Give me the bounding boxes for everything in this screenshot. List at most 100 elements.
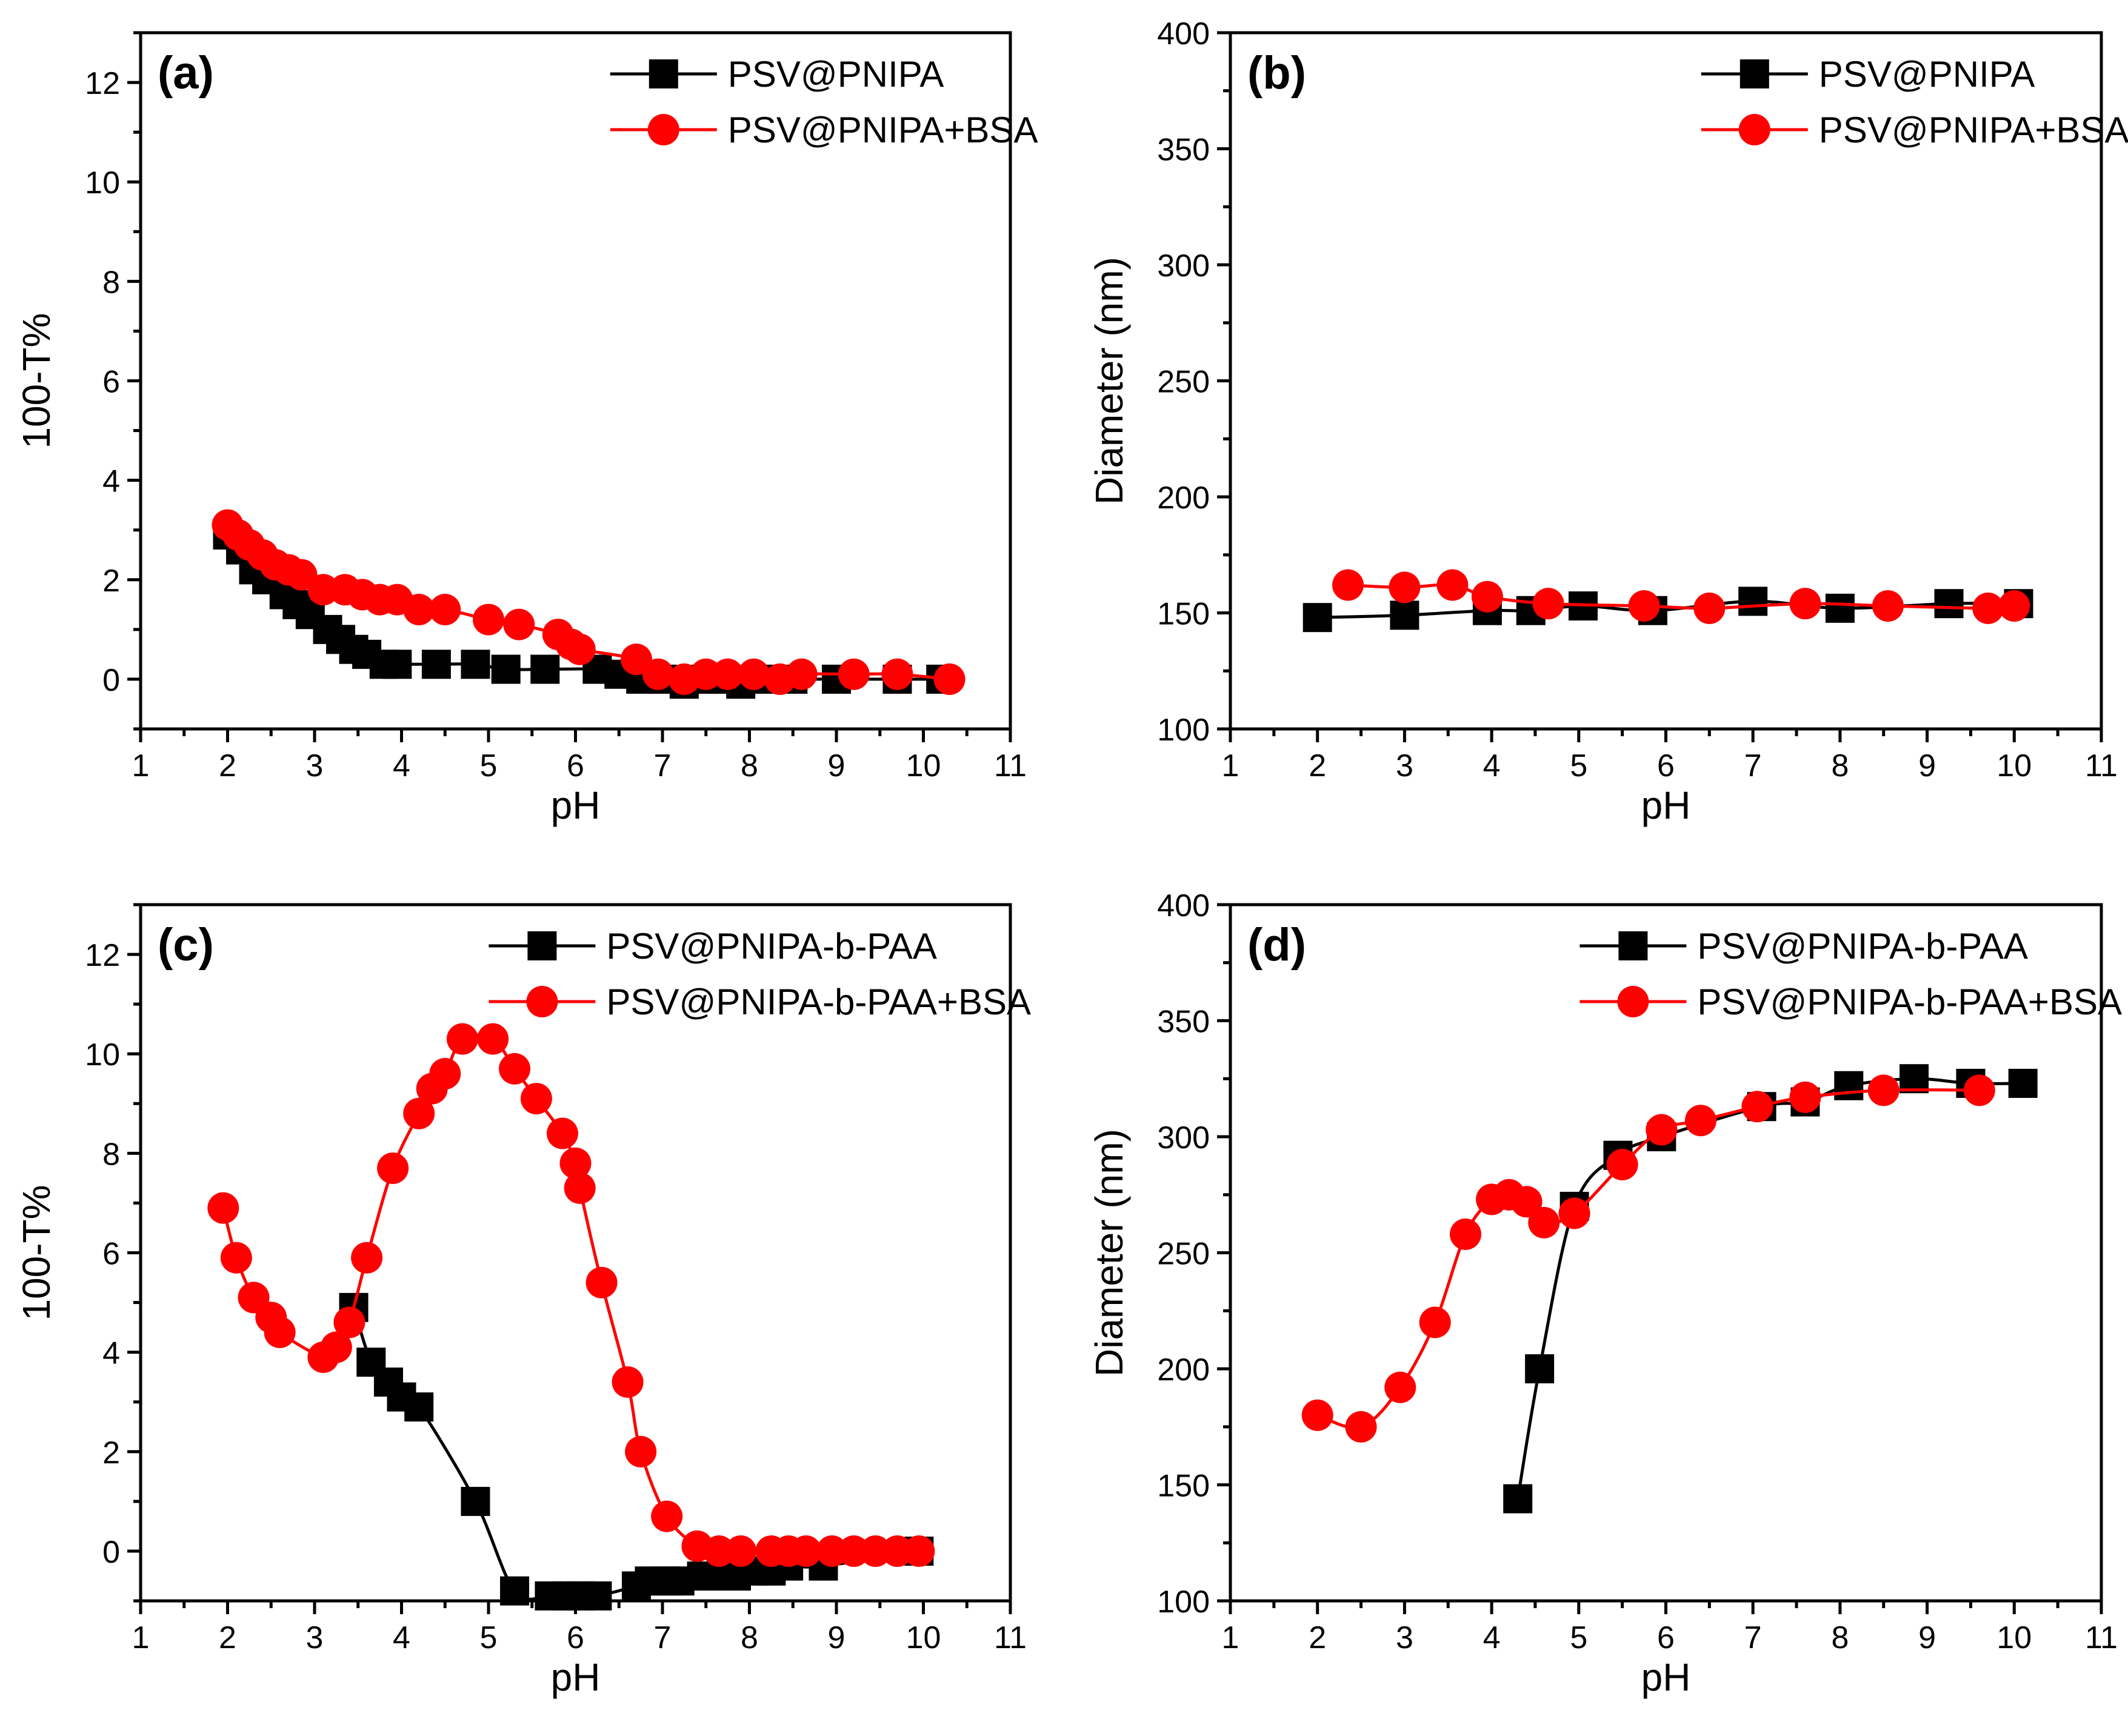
y-tick-label: 300 bbox=[1157, 248, 1210, 284]
x-tick-label: 2 bbox=[219, 1620, 236, 1655]
data-point bbox=[546, 1117, 578, 1149]
x-tick-label: 10 bbox=[906, 1620, 941, 1655]
data-point bbox=[1389, 571, 1421, 604]
y-tick-label: 0 bbox=[102, 663, 120, 698]
data-point bbox=[1834, 1071, 1864, 1100]
legend-entry: PSV@PNIPA-b-PAA+BSA bbox=[606, 982, 1031, 1022]
x-tick-label: 4 bbox=[393, 748, 410, 783]
y-tick-label: 200 bbox=[1157, 481, 1210, 516]
data-point bbox=[403, 594, 435, 626]
legend-marker bbox=[649, 59, 678, 88]
x-tick-label: 5 bbox=[480, 748, 498, 783]
data-point bbox=[1693, 592, 1726, 624]
data-point bbox=[1789, 1081, 1821, 1113]
x-tick-label: 5 bbox=[480, 1620, 498, 1655]
data-point bbox=[816, 1535, 848, 1567]
series-line bbox=[1316, 1088, 1980, 1429]
x-axis-title: pH bbox=[551, 783, 601, 827]
x-axis-title: pH bbox=[1641, 783, 1691, 827]
data-point bbox=[461, 1486, 490, 1516]
legend-entry: PSV@PNIPA+BSA bbox=[728, 110, 1038, 150]
data-point bbox=[1302, 603, 1332, 633]
panel-label: (d) bbox=[1247, 919, 1306, 971]
data-point bbox=[1963, 1074, 1995, 1106]
legend-entry: PSV@PNIPA bbox=[1819, 54, 2035, 95]
legend-marker bbox=[1618, 931, 1648, 960]
y-tick-label: 4 bbox=[102, 1336, 120, 1371]
data-point bbox=[1825, 593, 1855, 623]
data-point bbox=[838, 658, 870, 690]
data-point bbox=[738, 658, 770, 690]
legend-entry: PSV@PNIPA-b-PAA bbox=[606, 926, 937, 966]
x-tick-label: 6 bbox=[1657, 1620, 1675, 1655]
x-tick-label: 8 bbox=[1831, 748, 1849, 783]
y-tick-label: 8 bbox=[102, 265, 120, 300]
x-tick-label: 10 bbox=[906, 748, 941, 783]
y-tick-label: 100 bbox=[1157, 713, 1210, 748]
y-tick-label: 400 bbox=[1157, 16, 1210, 52]
x-tick-label: 4 bbox=[1483, 748, 1501, 783]
y-tick-label: 10 bbox=[85, 1037, 120, 1073]
data-point bbox=[264, 1316, 296, 1348]
x-tick-label: 10 bbox=[1996, 1620, 2032, 1655]
data-point bbox=[1345, 1411, 1377, 1443]
legend: PSV@PNIPA PSV@PNIPA+BSA bbox=[610, 54, 1038, 150]
data-point bbox=[207, 1192, 239, 1224]
y-tick-label: 150 bbox=[1157, 1469, 1210, 1504]
x-tick-label: 11 bbox=[2085, 1620, 2118, 1655]
data-point bbox=[520, 1083, 552, 1115]
data-point bbox=[612, 1366, 644, 1398]
data-point bbox=[477, 1023, 509, 1055]
legend-marker bbox=[1739, 59, 1769, 88]
data-point bbox=[642, 658, 674, 690]
data-point bbox=[1510, 1186, 1543, 1218]
data-point bbox=[499, 1053, 531, 1085]
data-point bbox=[1390, 600, 1419, 630]
y-tick-label: 300 bbox=[1157, 1120, 1210, 1156]
data-point bbox=[859, 1535, 892, 1567]
x-tick-label: 1 bbox=[1222, 1620, 1239, 1655]
series-red bbox=[207, 1023, 935, 1567]
x-tick-label: 3 bbox=[306, 1620, 324, 1655]
data-point bbox=[1301, 1399, 1333, 1431]
y-tick-label: 8 bbox=[102, 1137, 120, 1172]
data-point bbox=[1789, 588, 1821, 620]
data-point bbox=[429, 1058, 461, 1090]
data-point bbox=[1436, 569, 1469, 601]
x-tick-label: 5 bbox=[1570, 1620, 1587, 1655]
legend-marker bbox=[1738, 114, 1770, 145]
data-point bbox=[382, 650, 412, 679]
data-point bbox=[220, 1242, 252, 1274]
x-tick-label: 6 bbox=[567, 1620, 584, 1655]
y-tick-label: 6 bbox=[102, 365, 120, 400]
data-point bbox=[559, 1147, 592, 1179]
y-axis-title: Diameter (nm) bbox=[1087, 1129, 1131, 1377]
x-tick-label: 9 bbox=[828, 1620, 846, 1655]
legend-marker bbox=[1617, 986, 1649, 1017]
series-line bbox=[1516, 1077, 2023, 1499]
data-point bbox=[473, 604, 504, 636]
data-point bbox=[1934, 589, 1964, 619]
data-point bbox=[1449, 1218, 1481, 1250]
x-tick-label: 2 bbox=[1309, 748, 1326, 783]
data-point bbox=[503, 608, 535, 640]
data-point bbox=[320, 1331, 352, 1363]
data-point bbox=[333, 1306, 365, 1339]
data-point bbox=[446, 1023, 478, 1055]
y-tick-label: 2 bbox=[102, 1435, 120, 1471]
y-axis-title: 100-T% bbox=[15, 1185, 58, 1320]
legend-marker bbox=[526, 986, 558, 1017]
data-point bbox=[1628, 590, 1660, 622]
data-point bbox=[585, 1266, 618, 1299]
data-point bbox=[933, 663, 966, 695]
data-point bbox=[1972, 592, 2004, 624]
legend: PSV@PNIPA-b-PAA PSV@PNIPA-b-PAA+BSA bbox=[489, 926, 1031, 1022]
data-point bbox=[1525, 1354, 1555, 1383]
x-tick-label: 9 bbox=[1918, 1620, 1936, 1655]
data-point bbox=[351, 1242, 383, 1274]
data-point bbox=[1503, 1484, 1533, 1514]
data-point bbox=[403, 1097, 435, 1129]
x-tick-label: 7 bbox=[654, 1620, 672, 1655]
